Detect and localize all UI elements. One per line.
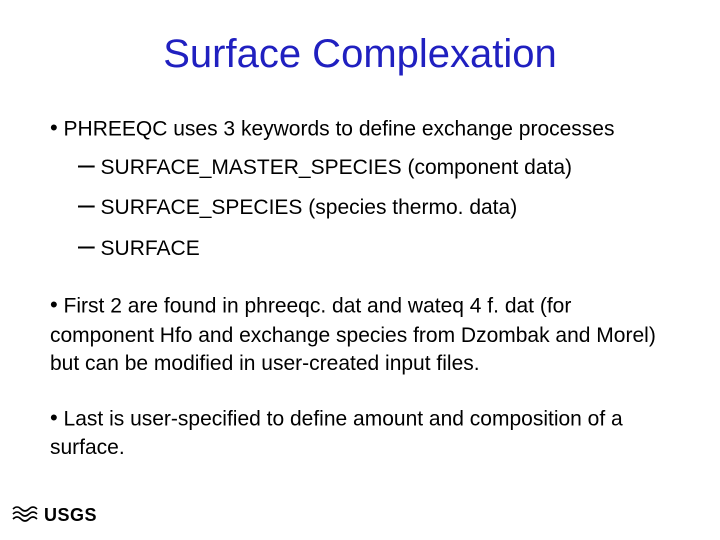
bullet-1-sub-1-text: SURFACE_MASTER_SPECIES (component data)	[101, 156, 573, 179]
bullet-dot-icon: •	[50, 290, 58, 320]
bullet-1-sub-3-text: SURFACE	[101, 237, 200, 260]
slide: Surface Complexation • PHREEQC uses 3 ke…	[0, 0, 720, 540]
dash-icon: –	[78, 145, 95, 186]
bullet-1: • PHREEQC uses 3 keywords to define exch…	[50, 115, 670, 266]
bullet-dot-icon: •	[50, 403, 58, 433]
bullet-2-text: First 2 are found in phreeqc. dat and wa…	[50, 295, 656, 376]
dash-icon: –	[78, 185, 95, 226]
bullet-2: • First 2 are found in phreeqc. dat and …	[50, 292, 670, 378]
bullet-1-text: PHREEQC uses 3 keywords to define exchan…	[64, 117, 615, 140]
usgs-logo-text: USGS	[44, 505, 97, 526]
bullet-1-sub-1: – SURFACE_MASTER_SPECIES (component data…	[50, 145, 670, 186]
bullet-1-lead-line: • PHREEQC uses 3 keywords to define exch…	[50, 115, 670, 145]
slide-content: • PHREEQC uses 3 keywords to define exch…	[48, 115, 672, 463]
waves-icon	[12, 503, 40, 528]
bullet-3: • Last is user-specified to define amoun…	[50, 405, 670, 463]
bullet-1-sub-3: – SURFACE	[50, 226, 670, 267]
slide-title: Surface Complexation	[48, 32, 672, 77]
bullet-3-text: Last is user-specified to define amount …	[50, 407, 623, 459]
dash-icon: –	[78, 226, 95, 267]
bullet-3-lead-line: • Last is user-specified to define amoun…	[50, 405, 670, 463]
bullet-1-sub-2-text: SURFACE_SPECIES (species thermo. data)	[101, 196, 518, 219]
bullet-2-lead-line: • First 2 are found in phreeqc. dat and …	[50, 292, 670, 378]
usgs-logo: USGS	[12, 503, 97, 528]
bullet-1-sub-2: – SURFACE_SPECIES (species thermo. data)	[50, 185, 670, 226]
bullet-dot-icon: •	[50, 113, 58, 143]
